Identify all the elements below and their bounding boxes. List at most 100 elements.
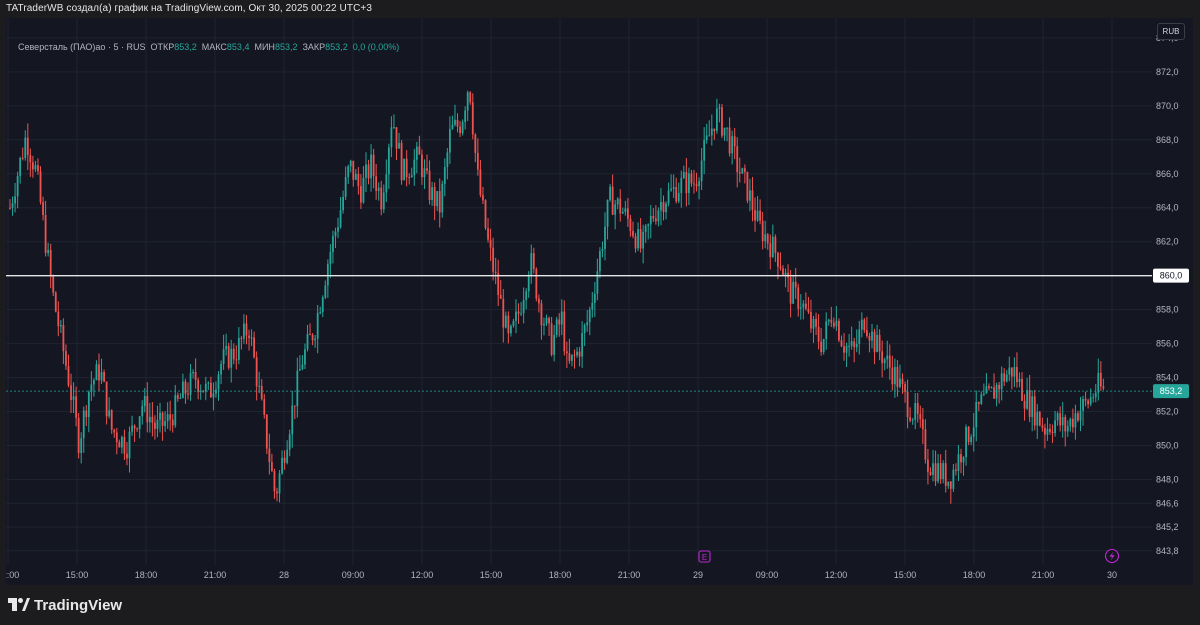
candle-body bbox=[606, 199, 609, 227]
candle-body bbox=[853, 341, 856, 348]
candle-body bbox=[21, 157, 24, 159]
candle-body bbox=[93, 380, 95, 385]
candle-body bbox=[385, 174, 388, 193]
time-tick-label: 29 bbox=[693, 570, 703, 580]
candle-body bbox=[977, 401, 980, 404]
candle-body bbox=[189, 373, 192, 395]
candle-body bbox=[530, 253, 533, 276]
candle-body bbox=[67, 365, 70, 386]
candle-body bbox=[448, 129, 451, 153]
candle-body bbox=[164, 421, 167, 426]
candle-body bbox=[85, 410, 88, 418]
earnings-marker[interactable]: E bbox=[698, 550, 711, 563]
candle-body bbox=[141, 405, 144, 417]
candle-body bbox=[360, 186, 362, 203]
candle-body bbox=[845, 345, 848, 353]
time-tick-label: 18:00 bbox=[549, 570, 572, 580]
candle-body bbox=[403, 158, 406, 181]
candle-body bbox=[19, 157, 22, 176]
candle-body bbox=[1051, 432, 1054, 434]
candle-body bbox=[34, 165, 37, 170]
candle-body bbox=[110, 410, 113, 430]
candle-body bbox=[11, 203, 14, 208]
candle-body bbox=[499, 294, 502, 299]
candle-body bbox=[136, 428, 139, 430]
candle-body bbox=[301, 364, 304, 370]
candle-body bbox=[286, 449, 289, 463]
candle-body bbox=[159, 412, 161, 420]
candle-body bbox=[769, 243, 772, 258]
price-tick-label: 854,0 bbox=[1156, 373, 1179, 383]
candle-body bbox=[998, 384, 1001, 390]
candle-body bbox=[204, 383, 207, 392]
candle-body bbox=[810, 311, 812, 329]
candle-body bbox=[171, 419, 174, 426]
candle-body bbox=[250, 337, 253, 339]
candle-body bbox=[179, 397, 182, 399]
candle-body bbox=[502, 298, 505, 328]
candle-body bbox=[690, 173, 693, 184]
time-axis[interactable]: 12:00 15:00 18:00 21:00 28 09:00 12:00 15:00 18:… bbox=[6, 570, 1117, 580]
price-axis[interactable]: 874,0872,0870,0868,0866,0864,0862,0854,0… bbox=[1152, 18, 1193, 585]
price-tick-label: 856,0 bbox=[1156, 339, 1179, 349]
candle-body bbox=[49, 249, 52, 277]
candle-body bbox=[611, 186, 614, 215]
candle-body bbox=[990, 387, 993, 389]
candle-body bbox=[827, 319, 830, 322]
candle-body bbox=[1066, 426, 1069, 432]
candle-body bbox=[103, 372, 105, 382]
candle-body bbox=[919, 413, 922, 420]
candle-body bbox=[37, 165, 39, 172]
candle-body bbox=[451, 124, 454, 130]
candle-body bbox=[70, 385, 72, 400]
brand-name: TradingView bbox=[34, 596, 123, 614]
price-tick-label: 868,0 bbox=[1156, 135, 1179, 145]
candle-body bbox=[1064, 417, 1067, 432]
candle-body bbox=[543, 323, 545, 326]
candle-body bbox=[1023, 400, 1026, 409]
candle-body bbox=[591, 302, 594, 310]
candle-body bbox=[914, 403, 917, 420]
time-tick-label: 18:00 bbox=[963, 570, 986, 580]
candle-body bbox=[759, 210, 762, 221]
candle-body bbox=[291, 405, 294, 435]
candle-body bbox=[756, 210, 759, 221]
candle-body bbox=[876, 334, 878, 353]
candle-body bbox=[39, 171, 42, 203]
tradingview-logo[interactable]: TradingView bbox=[8, 596, 123, 614]
candle-body bbox=[988, 386, 990, 388]
currency-badge[interactable]: RUB bbox=[1157, 23, 1185, 40]
candle-body bbox=[321, 297, 324, 313]
candle-body bbox=[471, 102, 474, 135]
candle-body bbox=[863, 319, 866, 331]
candle-body bbox=[464, 110, 467, 123]
candle-body bbox=[367, 164, 370, 179]
candle-body bbox=[382, 192, 385, 210]
candle-body bbox=[527, 275, 530, 292]
candle-body bbox=[807, 308, 810, 312]
price-chart[interactable]: 874,0872,0870,0868,0866,0864,0862,0854,0… bbox=[6, 18, 1193, 585]
lightning-icon[interactable] bbox=[1104, 548, 1120, 564]
candle-body bbox=[469, 92, 472, 103]
candle-body bbox=[42, 202, 44, 216]
candle-body bbox=[332, 236, 334, 253]
candle-body bbox=[515, 311, 517, 321]
candle-body bbox=[1031, 396, 1034, 417]
candle-body bbox=[344, 177, 347, 198]
candle-body bbox=[113, 429, 116, 433]
candle-body bbox=[850, 341, 853, 346]
candle-body bbox=[454, 119, 456, 125]
candle-body bbox=[764, 234, 767, 242]
candle-body bbox=[230, 348, 233, 368]
candle-body bbox=[1000, 373, 1003, 390]
candle-body bbox=[512, 320, 515, 326]
candle-body bbox=[441, 183, 444, 213]
candle-body bbox=[479, 169, 482, 196]
candle-body bbox=[357, 173, 360, 187]
candle-body bbox=[909, 417, 912, 421]
chart-pane[interactable]: 874,0872,0870,0868,0866,0864,0862,0854,0… bbox=[6, 18, 1193, 585]
candle-body bbox=[520, 313, 522, 315]
candle-body bbox=[263, 399, 266, 415]
candle-body bbox=[614, 204, 617, 215]
candle-body bbox=[654, 218, 657, 222]
